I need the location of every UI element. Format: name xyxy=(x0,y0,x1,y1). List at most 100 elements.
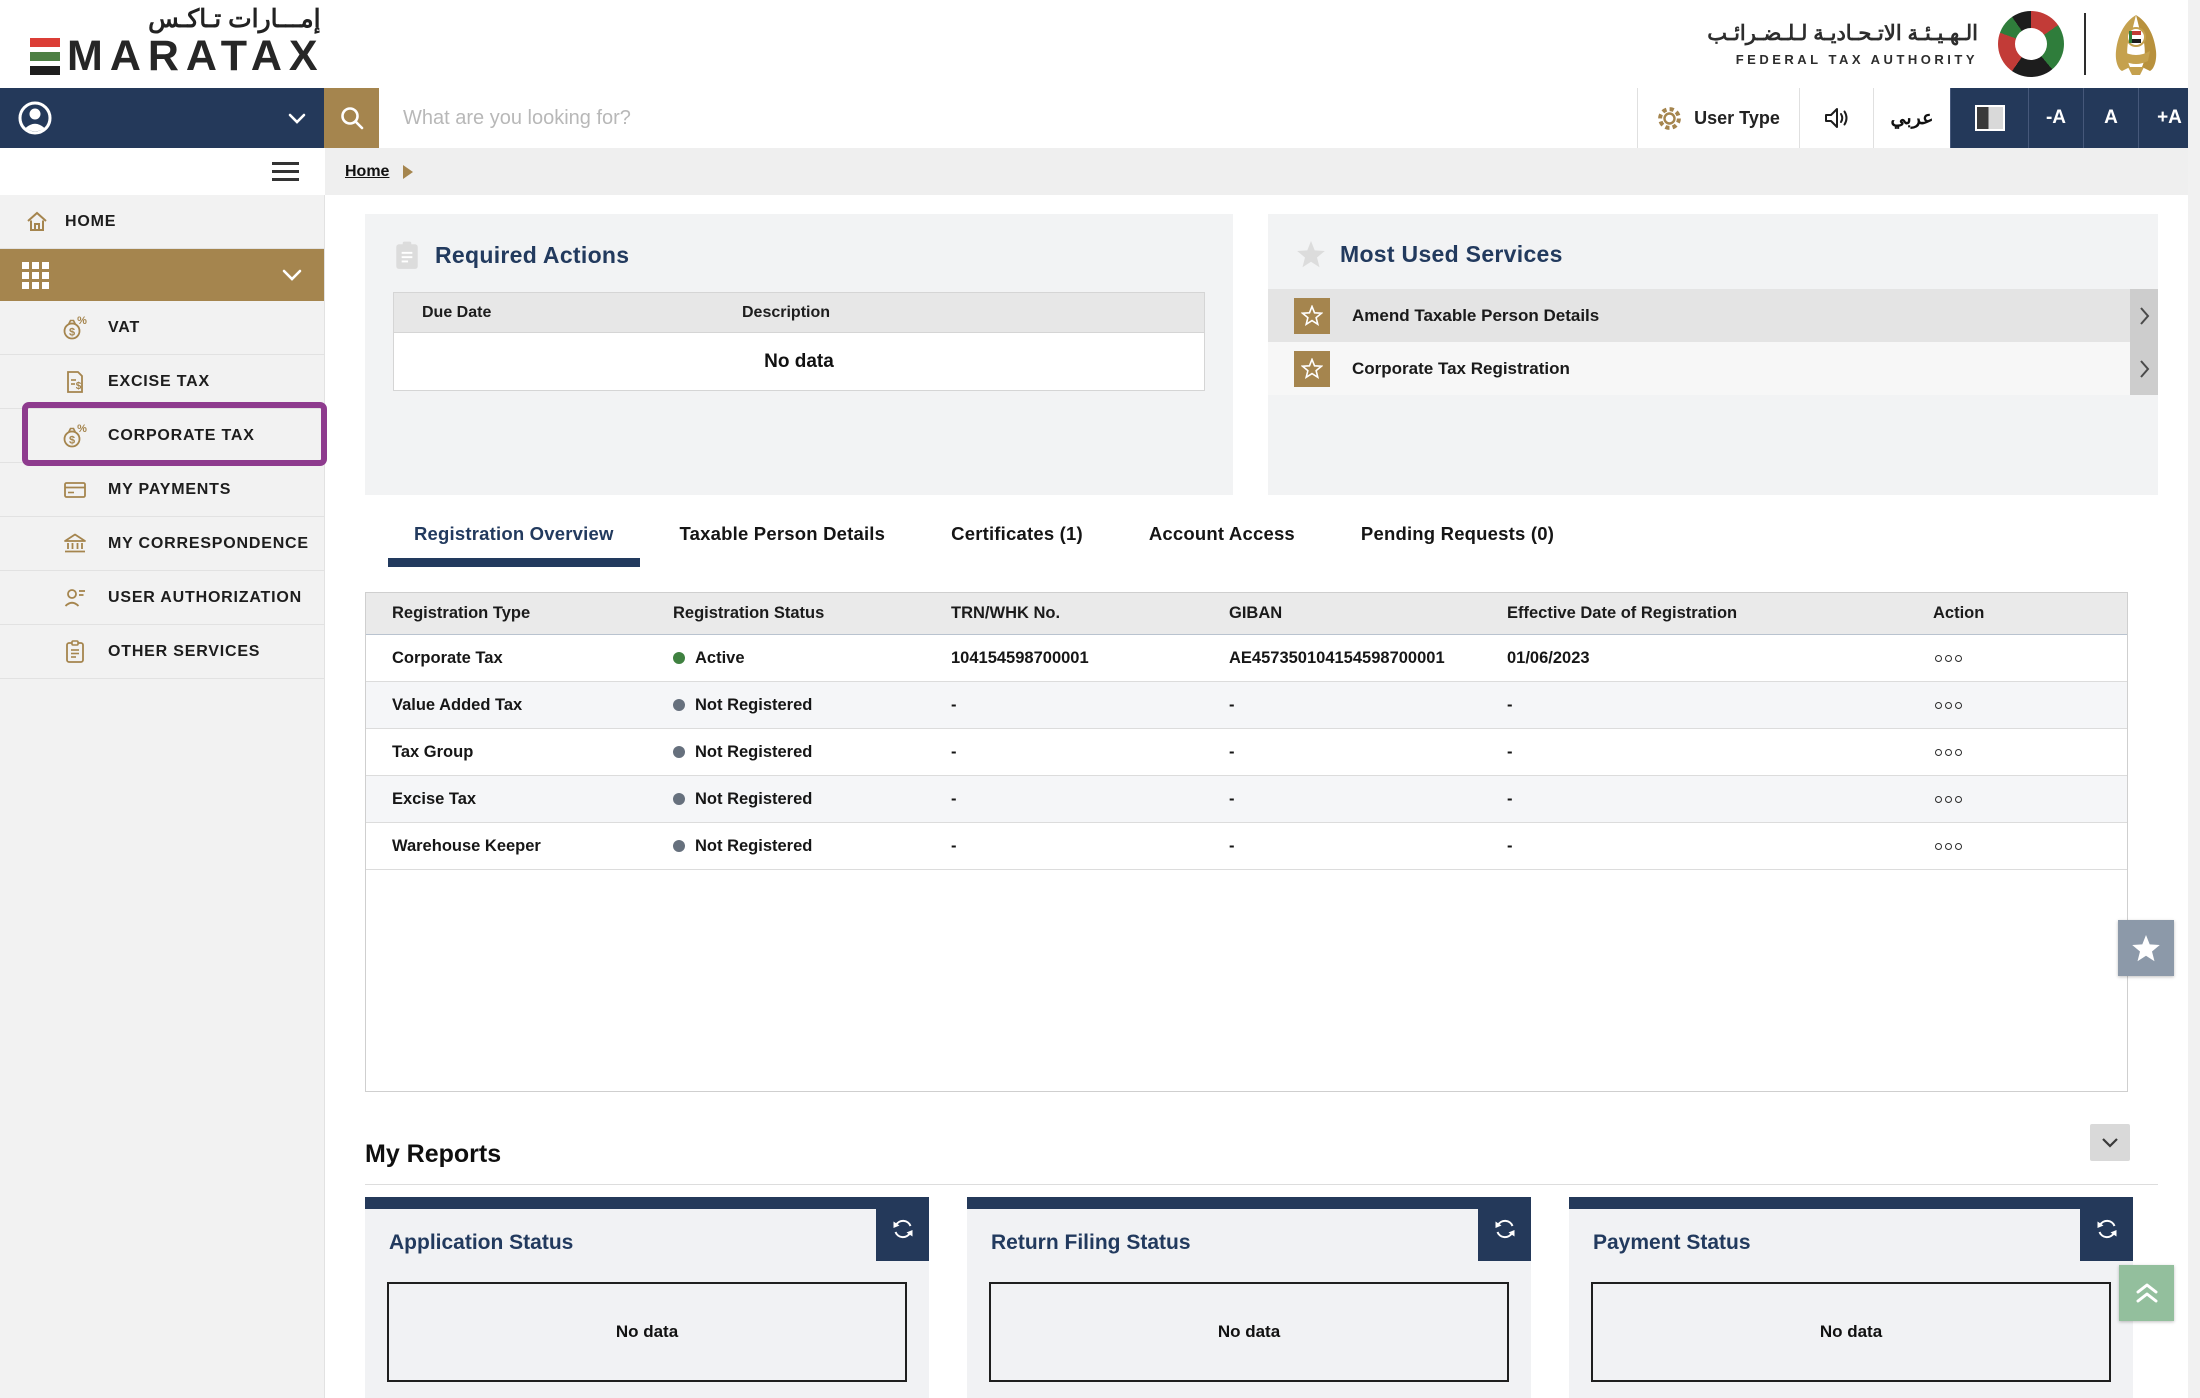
refresh-button[interactable] xyxy=(876,1197,929,1261)
uae-falcon-emblem-icon xyxy=(2115,15,2157,75)
favorites-float-button[interactable] xyxy=(2118,920,2174,976)
cell-effective-date: - xyxy=(1507,836,1513,855)
contrast-toggle-button[interactable] xyxy=(1950,88,2028,148)
sidebar-item-my-correspondence[interactable]: MY CORRESPONDENCE xyxy=(0,517,324,571)
profile-dropdown[interactable] xyxy=(0,88,325,148)
my-reports-collapse-button[interactable] xyxy=(2090,1124,2130,1161)
emaratax-e-mark-icon xyxy=(30,38,60,75)
cell-effective-date: - xyxy=(1507,695,1513,714)
breadcrumb: Home xyxy=(325,148,2200,195)
tab-account-access[interactable]: Account Access xyxy=(1148,523,1295,544)
top-header: إمـــارات تـاكـس MARATAX الـهـيـئـة الات… xyxy=(0,0,2200,88)
contrast-icon xyxy=(1974,105,2005,131)
cell-trn: 104154598700001 xyxy=(951,648,1089,667)
home-icon xyxy=(27,211,47,231)
status-label: Active xyxy=(695,648,745,667)
sidebar-item-vat[interactable]: $ % VAT xyxy=(0,301,324,355)
cell-trn: - xyxy=(951,695,957,714)
sidebar-item-user-authorization[interactable]: USER AUTHORIZATION xyxy=(0,571,324,625)
cell-trn: - xyxy=(951,789,957,808)
table-row-value-added-tax: Value Added Tax Not Registered - - - xyxy=(366,682,2127,729)
required-actions-title: Required Actions xyxy=(435,241,630,268)
star-square-icon xyxy=(1294,297,1330,334)
font-increase-label: +A xyxy=(2157,107,2182,128)
refresh-icon xyxy=(1495,1219,1514,1239)
font-size-decrease-button[interactable]: -A xyxy=(2028,88,2083,148)
double-chevron-up-icon xyxy=(2136,1283,2157,1303)
svg-text:%: % xyxy=(77,423,87,435)
scroll-to-top-button[interactable] xyxy=(2119,1265,2174,1321)
language-toggle-arabic[interactable]: عربي xyxy=(1873,88,1950,148)
cell-effective-date: 01/06/2023 xyxy=(1507,648,1590,667)
tab-registration-overview[interactable]: Registration Overview xyxy=(388,517,640,567)
refresh-button[interactable] xyxy=(2080,1197,2133,1261)
cell-giban: - xyxy=(1229,742,1235,761)
font-default-label: A xyxy=(2104,107,2118,128)
status-label: Not Registered xyxy=(695,742,813,761)
search-box xyxy=(379,88,1637,148)
cell-registration-type: Warehouse Keeper xyxy=(392,836,541,855)
text-to-speech-button[interactable] xyxy=(1799,88,1873,148)
chevron-down-icon xyxy=(2102,1138,2118,1148)
table-row-excise-tax: Excise Tax Not Registered - - - xyxy=(366,776,2127,823)
profile-icon xyxy=(18,101,52,135)
sidebar-item-corporate-tax[interactable]: $ % CORPORATE TAX xyxy=(0,402,327,466)
page-scrollbar[interactable] xyxy=(2188,0,2200,1398)
top-nav-row: User Type عربي -A A +A xyxy=(0,88,2200,148)
card-title: Return Filing Status xyxy=(991,1231,1191,1254)
sidebar-item-other-services[interactable]: OTHER SERVICES xyxy=(0,625,324,679)
header-divider xyxy=(2084,13,2086,75)
table-row-tax-group: Tax Group Not Registered - - - xyxy=(366,729,2127,776)
sidebar-item-label: MY CORRESPONDENCE xyxy=(108,534,309,552)
menu-toggle-icon[interactable] xyxy=(272,157,299,186)
refresh-button[interactable] xyxy=(1478,1197,1531,1261)
star-square-icon xyxy=(1294,350,1330,387)
search-icon xyxy=(340,107,363,130)
breadcrumb-home-link[interactable]: Home xyxy=(345,162,390,180)
required-actions-table: Due Date Description No data xyxy=(393,292,1205,391)
font-size-default-button[interactable]: A xyxy=(2083,88,2138,148)
svg-text:$: $ xyxy=(69,434,75,446)
my-reports-divider xyxy=(365,1184,2158,1185)
tab-taxable-person-details[interactable]: Taxable Person Details xyxy=(679,523,886,544)
sidebar-item-label: VAT xyxy=(108,318,141,336)
sidebar-item-home[interactable]: HOME xyxy=(0,195,324,249)
service-item-amend-taxable-person[interactable]: Amend Taxable Person Details xyxy=(1268,289,2158,342)
status-label: Not Registered xyxy=(695,836,813,855)
tab-certificates[interactable]: Certificates (1) xyxy=(951,523,1083,544)
sidebar-group-taxes[interactable] xyxy=(0,249,324,301)
cell-effective-date: - xyxy=(1507,742,1513,761)
tab-pending-requests[interactable]: Pending Requests (0) xyxy=(1360,523,1555,544)
sidebar-item-my-payments[interactable]: MY PAYMENTS xyxy=(0,463,324,517)
cell-giban: - xyxy=(1229,695,1235,714)
status-dot-inactive xyxy=(673,746,685,758)
status-dot-active xyxy=(673,652,685,664)
most-used-services-title: Most Used Services xyxy=(1340,241,1563,267)
search-input[interactable] xyxy=(379,106,1637,130)
status-label: Not Registered xyxy=(695,789,813,808)
user-type-button[interactable]: User Type xyxy=(1637,88,1799,148)
card-title: Application Status xyxy=(389,1231,574,1254)
sidebar-item-label: OTHER SERVICES xyxy=(108,642,261,660)
refresh-icon xyxy=(893,1219,912,1239)
service-item-corporate-tax-registration[interactable]: Corporate Tax Registration xyxy=(1268,342,2158,395)
search-button[interactable] xyxy=(324,88,379,148)
clipboard-icon xyxy=(66,639,84,663)
service-item-label: Amend Taxable Person Details xyxy=(1352,305,1600,325)
person-lines-icon xyxy=(64,588,85,607)
svg-text:$: $ xyxy=(76,381,82,392)
column-description: Description xyxy=(742,303,831,321)
row-actions-menu[interactable] xyxy=(1933,698,1964,713)
gear-icon xyxy=(1658,106,1682,130)
registration-overview-table: Registration Type Registration Status TR… xyxy=(365,592,2128,1092)
row-actions-menu[interactable] xyxy=(1933,745,1964,760)
emaratax-logo: إمـــارات تـاكـس MARATAX xyxy=(30,4,325,78)
row-actions-menu[interactable] xyxy=(1933,651,1964,666)
sidebar-item-excise-tax[interactable]: $ EXCISE TAX xyxy=(0,355,324,409)
row-actions-menu[interactable] xyxy=(1933,839,1964,854)
sidebar-header xyxy=(0,148,325,195)
speaker-icon xyxy=(1824,108,1847,128)
column-giban: GIBAN xyxy=(1229,604,1283,622)
row-actions-menu[interactable] xyxy=(1933,792,1964,807)
status-dot-inactive xyxy=(673,699,685,711)
